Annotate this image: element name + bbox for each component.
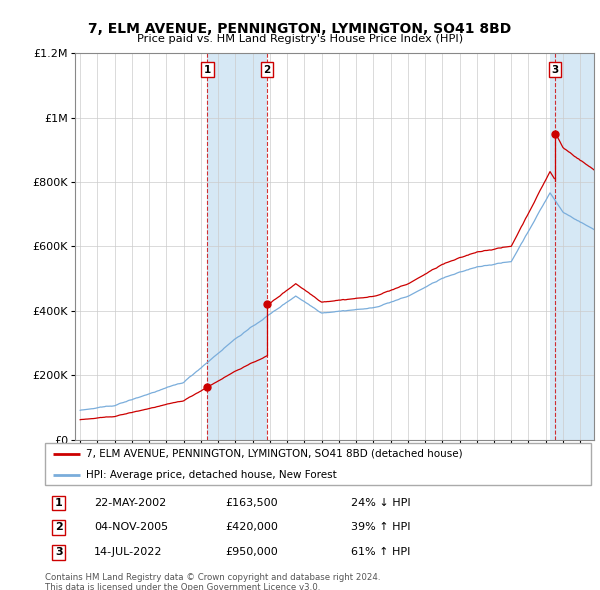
Text: 24% ↓ HPI: 24% ↓ HPI [351, 498, 410, 508]
Text: 1: 1 [204, 65, 211, 75]
Text: 14-JUL-2022: 14-JUL-2022 [94, 547, 163, 557]
Text: 39% ↑ HPI: 39% ↑ HPI [351, 522, 410, 532]
Text: £163,500: £163,500 [225, 498, 278, 508]
Text: 2: 2 [55, 522, 62, 532]
FancyBboxPatch shape [45, 442, 591, 485]
Text: 1: 1 [55, 498, 62, 508]
Text: Contains HM Land Registry data © Crown copyright and database right 2024.: Contains HM Land Registry data © Crown c… [45, 573, 380, 582]
Text: HPI: Average price, detached house, New Forest: HPI: Average price, detached house, New … [86, 470, 337, 480]
Text: 7, ELM AVENUE, PENNINGTON, LYMINGTON, SO41 8BD: 7, ELM AVENUE, PENNINGTON, LYMINGTON, SO… [88, 22, 512, 36]
Text: 04-NOV-2005: 04-NOV-2005 [94, 522, 168, 532]
Text: 61% ↑ HPI: 61% ↑ HPI [351, 547, 410, 557]
Text: Price paid vs. HM Land Registry's House Price Index (HPI): Price paid vs. HM Land Registry's House … [137, 34, 463, 44]
Bar [208, 53, 267, 440]
Text: 3: 3 [55, 547, 62, 557]
Text: £420,000: £420,000 [225, 522, 278, 532]
Text: 2: 2 [263, 65, 271, 75]
Text: 22-MAY-2002: 22-MAY-2002 [94, 498, 166, 508]
Text: This data is licensed under the Open Government Licence v3.0.: This data is licensed under the Open Gov… [45, 583, 320, 590]
Text: 3: 3 [551, 65, 559, 75]
Text: 7, ELM AVENUE, PENNINGTON, LYMINGTON, SO41 8BD (detached house): 7, ELM AVENUE, PENNINGTON, LYMINGTON, SO… [86, 449, 463, 459]
Bar [550, 53, 594, 440]
Text: £950,000: £950,000 [225, 547, 278, 557]
